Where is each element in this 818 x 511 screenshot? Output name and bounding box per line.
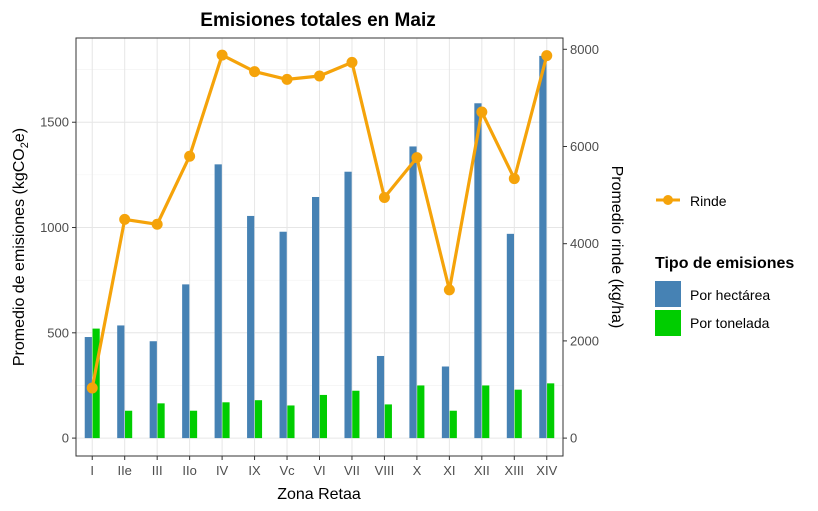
tick-x-label: VIII (375, 463, 395, 478)
tick-x-label: XIII (505, 463, 525, 478)
bar-por-tonelada-I (92, 328, 100, 439)
right-axis-ticks: 0 2000 4000 6000 8000 (563, 42, 599, 446)
tick-left-label: 0 (62, 431, 69, 446)
bar-por-hectarea-IIo (182, 284, 190, 439)
bar-por-hectarea-IX (247, 215, 255, 439)
bar-por-hectarea-XII (474, 103, 482, 439)
bar-por-tonelada-Vc (287, 405, 295, 439)
bar-por-tonelada-XII (482, 385, 490, 439)
bar-por-tonelada-XIV (547, 383, 555, 439)
legend-rinde-point-icon (663, 195, 673, 205)
tick-x-label: IX (248, 463, 261, 478)
tick-right-label: 8000 (570, 42, 599, 57)
tick-x-label: VI (313, 463, 325, 478)
legend: Rinde Tipo de emisiones Por hectárea Por… (655, 193, 794, 336)
bar-por-hectarea-Vc (279, 231, 287, 439)
bar-por-hectarea-III (149, 341, 157, 439)
bar-por-tonelada-IX (254, 400, 263, 439)
grid-lines (76, 38, 563, 456)
y-axis-right-label: Promedio rinde (kg/ha) (608, 166, 625, 329)
bar-por-tonelada-III (157, 403, 165, 439)
point-rinde-III (151, 218, 163, 230)
chart-title: Emisiones totales en Maiz (200, 10, 435, 31)
bar-por-hectarea-XIV (539, 55, 547, 439)
left-axis-ticks: 0 500 1000 1500 (40, 115, 76, 446)
point-rinde-IX (249, 66, 261, 78)
tick-left-label: 500 (47, 325, 69, 340)
tick-x-label: IIo (182, 463, 196, 478)
tick-x-label: IIe (117, 463, 131, 478)
point-rinde-IV (216, 49, 228, 61)
tick-x-label: VII (344, 463, 360, 478)
tick-x-label: XI (443, 463, 455, 478)
bar-por-hectarea-IV (214, 164, 222, 439)
x-axis-label: Zona Retaa (277, 486, 361, 503)
bar-por-tonelada-VIII (384, 404, 392, 439)
point-rinde-I (86, 382, 98, 394)
point-rinde-Vc (281, 73, 293, 85)
legend-rinde-label: Rinde (690, 193, 727, 209)
point-rinde-VII (346, 56, 358, 68)
tick-right-label: 4000 (570, 236, 599, 251)
bar-por-hectarea-XI (441, 366, 450, 439)
point-rinde-VIII (378, 192, 390, 204)
bar-por-tonelada-IV (222, 402, 230, 439)
tick-x-label: XIV (536, 463, 557, 478)
bar-por-hectarea-X (409, 146, 417, 439)
y-left-label-prefix: Promedio de emisiones (kgCO (11, 148, 28, 366)
tick-x-label: I (90, 463, 94, 478)
bar-por-hectarea-VI (312, 196, 320, 439)
point-rinde-IIe (119, 213, 131, 225)
bar-por-tonelada-VII (352, 390, 360, 439)
point-rinde-XIV (541, 50, 553, 62)
legend-swatch-por-hectarea (655, 281, 681, 307)
bar-por-tonelada-IIe (125, 410, 133, 439)
bar-por-hectarea-VIII (376, 355, 385, 439)
point-rinde-VI (314, 70, 325, 82)
point-rinde-XIII (508, 173, 520, 185)
tick-right-label: 6000 (570, 139, 599, 154)
bar-por-tonelada-XI (449, 410, 457, 439)
y-left-label-suffix: e) (11, 128, 28, 142)
x-axis-ticks: I IIe III IIo IV IX Vc VI VII VIII X XI XII XIII XIV (90, 456, 558, 478)
tick-x-label: III (152, 463, 163, 478)
point-rinde-X (411, 152, 423, 164)
point-rinde-XII (476, 106, 488, 118)
bar-por-tonelada-XIII (514, 389, 522, 439)
bar-por-hectarea-IIe (117, 325, 125, 439)
tick-x-label: XII (474, 463, 490, 478)
legend-label-por-hectarea: Por hectárea (690, 287, 770, 303)
tick-right-label: 2000 (570, 333, 599, 348)
legend-label-por-tonelada: Por tonelada (690, 315, 770, 331)
y-left-label-subscript: 2 (19, 142, 31, 148)
point-rinde-XI (443, 284, 455, 296)
legend-fill-title: Tipo de emisiones (655, 255, 794, 272)
line-group (86, 49, 553, 394)
tick-x-label: Vc (279, 463, 295, 478)
bar-por-hectarea-XIII (506, 233, 514, 439)
tick-left-label: 1500 (40, 115, 69, 130)
tick-x-label: IV (216, 463, 229, 478)
bar-por-hectarea-VII (344, 171, 352, 439)
bar-por-tonelada-X (417, 385, 425, 439)
y-axis-left-label: Promedio de emisiones (kgCO2e) (11, 128, 31, 366)
point-rinde-IIo (184, 150, 196, 162)
tick-x-label: X (413, 463, 422, 478)
bar-por-tonelada-VI (319, 394, 327, 439)
tick-left-label: 1000 (40, 220, 69, 235)
bar-por-tonelada-IIo (189, 410, 198, 439)
tick-right-label: 0 (570, 431, 577, 446)
legend-swatch-por-tonelada (655, 310, 681, 336)
